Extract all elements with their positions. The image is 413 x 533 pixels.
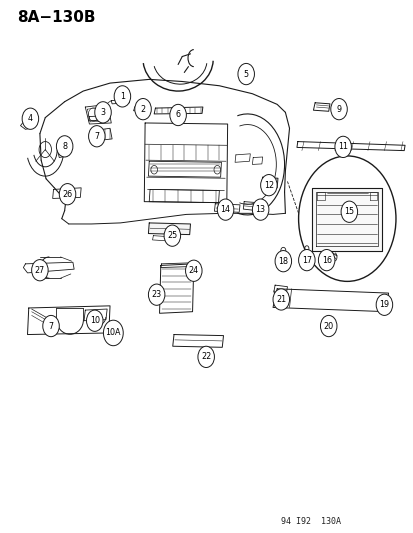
Text: 22: 22 bbox=[201, 352, 211, 361]
Polygon shape bbox=[311, 188, 382, 251]
Polygon shape bbox=[148, 223, 190, 235]
Text: 23: 23 bbox=[151, 290, 161, 299]
Text: 10A: 10A bbox=[105, 328, 121, 337]
Text: 15: 15 bbox=[344, 207, 354, 216]
Circle shape bbox=[22, 108, 38, 130]
Text: 3: 3 bbox=[100, 108, 105, 117]
Text: 7: 7 bbox=[94, 132, 99, 141]
Text: 4: 4 bbox=[28, 114, 33, 123]
Circle shape bbox=[95, 102, 111, 123]
Circle shape bbox=[272, 289, 289, 310]
Text: 11: 11 bbox=[337, 142, 347, 151]
Circle shape bbox=[217, 199, 233, 220]
Circle shape bbox=[298, 249, 314, 271]
Circle shape bbox=[237, 63, 254, 85]
Circle shape bbox=[340, 201, 357, 222]
Text: 7: 7 bbox=[48, 321, 53, 330]
Text: 18: 18 bbox=[278, 257, 287, 265]
Circle shape bbox=[334, 136, 351, 158]
Circle shape bbox=[252, 199, 268, 220]
Text: 16: 16 bbox=[321, 256, 331, 264]
Text: 24: 24 bbox=[188, 266, 198, 275]
Text: 12: 12 bbox=[263, 181, 273, 190]
Circle shape bbox=[86, 310, 103, 332]
Text: 94 I92  130A: 94 I92 130A bbox=[280, 517, 340, 526]
Text: 6: 6 bbox=[175, 110, 180, 119]
Circle shape bbox=[114, 86, 131, 107]
Circle shape bbox=[185, 260, 202, 281]
Circle shape bbox=[135, 99, 151, 120]
Text: 19: 19 bbox=[378, 300, 389, 309]
Circle shape bbox=[260, 174, 276, 196]
Text: 9: 9 bbox=[336, 104, 341, 114]
Circle shape bbox=[56, 136, 73, 157]
Text: 1: 1 bbox=[120, 92, 125, 101]
Text: 20: 20 bbox=[323, 321, 333, 330]
Text: 8A−130B: 8A−130B bbox=[17, 10, 95, 25]
Text: 2: 2 bbox=[140, 104, 145, 114]
Text: 21: 21 bbox=[275, 295, 286, 304]
Circle shape bbox=[169, 104, 186, 126]
Circle shape bbox=[164, 225, 180, 246]
Text: 8: 8 bbox=[62, 142, 67, 151]
Circle shape bbox=[88, 126, 105, 147]
Text: 13: 13 bbox=[255, 205, 265, 214]
Text: 26: 26 bbox=[62, 190, 72, 199]
Text: 10: 10 bbox=[90, 316, 100, 325]
Text: 5: 5 bbox=[243, 70, 248, 78]
Circle shape bbox=[318, 249, 334, 271]
Text: 17: 17 bbox=[301, 256, 311, 264]
Circle shape bbox=[330, 99, 347, 120]
Text: 25: 25 bbox=[167, 231, 177, 240]
Circle shape bbox=[320, 316, 336, 337]
Circle shape bbox=[31, 260, 48, 281]
Text: 14: 14 bbox=[220, 205, 230, 214]
Circle shape bbox=[43, 316, 59, 337]
Circle shape bbox=[274, 251, 291, 272]
Circle shape bbox=[375, 294, 392, 316]
Text: 27: 27 bbox=[35, 266, 45, 274]
Circle shape bbox=[148, 284, 164, 305]
Circle shape bbox=[197, 346, 214, 368]
Circle shape bbox=[59, 183, 76, 205]
Circle shape bbox=[103, 320, 123, 346]
